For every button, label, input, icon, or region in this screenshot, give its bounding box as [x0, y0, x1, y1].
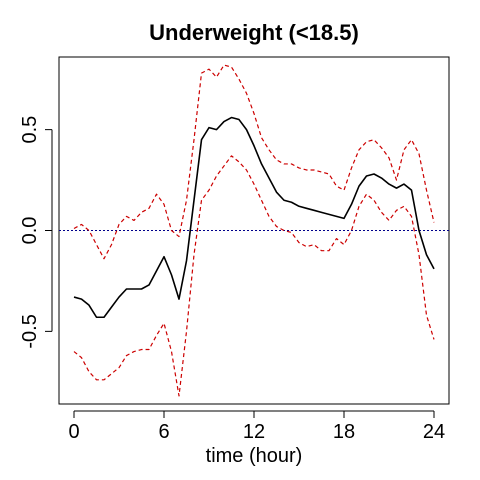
- x-tick-label: 18: [333, 421, 355, 443]
- x-tick-label: 12: [243, 421, 265, 443]
- series-layer: [73, 64, 435, 397]
- y-tick-label: -0.5: [19, 314, 41, 348]
- x-axis-label: time (hour): [206, 445, 303, 467]
- x-axis: 0 6 12 18 24: [68, 410, 445, 443]
- x-tick-label: 6: [158, 421, 169, 443]
- y-tick-label: 0.5: [19, 116, 41, 144]
- plot-frame: [58, 56, 450, 405]
- series-line-estimate: [73, 116, 435, 319]
- chart-title: Underweight (<18.5): [149, 20, 359, 45]
- y-axis: -0.5 0.0 0.5: [19, 116, 53, 349]
- y-tick-label: 0.0: [19, 217, 41, 245]
- series-line-lower-bound: [73, 155, 435, 397]
- series-line-upper-bound: [73, 64, 435, 260]
- x-tick-label: 24: [423, 421, 445, 443]
- x-tick-label: 0: [68, 421, 79, 443]
